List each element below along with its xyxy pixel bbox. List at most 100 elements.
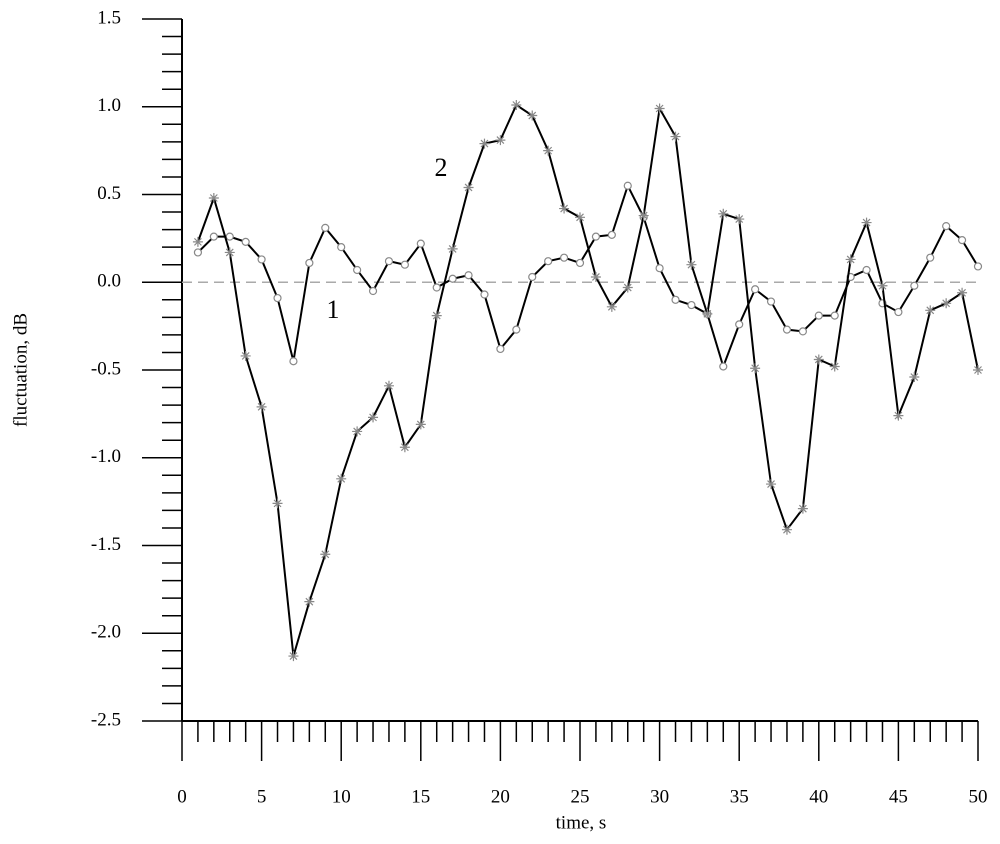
point-marker [941, 298, 952, 309]
x-tick-label: 50 [969, 786, 988, 807]
point-marker [495, 135, 506, 146]
y-tick-label: 0.0 [97, 271, 121, 292]
point-marker [654, 103, 665, 114]
point-marker [830, 311, 839, 320]
y-tick-label: -2.0 [91, 622, 121, 643]
point-marker [336, 473, 347, 484]
point-marker [305, 258, 314, 268]
point-marker [512, 325, 521, 334]
point-marker [321, 223, 330, 232]
annotation: 1 [327, 295, 340, 324]
point-marker [781, 524, 792, 535]
point-marker [368, 286, 378, 296]
point-marker [973, 365, 983, 375]
point-marker [735, 320, 744, 329]
point-marker [511, 99, 522, 110]
point-marker [559, 253, 569, 262]
point-marker [496, 344, 505, 354]
point-marker [448, 274, 457, 283]
point-marker [607, 230, 616, 239]
point-marker [337, 243, 346, 252]
point-marker [702, 308, 713, 319]
x-tick-label: 0 [177, 786, 187, 807]
point-marker [797, 503, 808, 514]
point-marker [447, 243, 458, 254]
y-axis-label: fluctuation, dB [10, 313, 31, 427]
point-marker [256, 401, 267, 412]
point-marker [686, 259, 697, 270]
point-marker [909, 372, 920, 383]
y-tick-label: -1.5 [91, 534, 121, 555]
x-tick-label: 25 [571, 786, 590, 807]
point-marker [241, 237, 250, 246]
point-marker [480, 290, 489, 299]
point-marker [877, 280, 888, 291]
point-marker [751, 285, 760, 294]
point-marker [208, 193, 219, 204]
x-tick-label: 40 [809, 786, 828, 807]
point-marker [543, 145, 554, 156]
point-marker [622, 282, 633, 293]
series-line [196, 103, 979, 657]
point-marker [687, 300, 696, 310]
y-tick-label: 0.5 [97, 183, 121, 204]
point-marker [431, 310, 442, 321]
point-marker [225, 232, 234, 241]
point-marker [257, 255, 266, 264]
point-marker [910, 281, 919, 290]
point-marker [432, 283, 441, 292]
point-marker [384, 257, 394, 266]
point-marker [766, 479, 777, 490]
point-marker [415, 419, 426, 430]
point-marker [463, 182, 474, 193]
point-marker [766, 297, 776, 306]
point-marker [272, 498, 283, 509]
point-marker [829, 361, 840, 372]
point-marker [224, 247, 235, 258]
x-tick-label: 35 [730, 786, 749, 807]
point-marker [209, 232, 218, 241]
point-marker [957, 287, 968, 298]
point-marker [240, 350, 251, 361]
x-axis-label: time, s [556, 812, 607, 833]
point-marker [289, 357, 298, 366]
point-marker [368, 412, 379, 423]
point-marker [813, 354, 824, 365]
point-marker [670, 131, 681, 142]
point-marker [590, 271, 601, 282]
point-marker [782, 325, 792, 334]
point-marker [192, 236, 203, 247]
point-marker [750, 363, 761, 374]
y-tick-label: 1.5 [97, 7, 121, 28]
x-tick-label: 15 [411, 786, 430, 807]
point-marker [671, 295, 680, 304]
point-marker [544, 257, 553, 266]
point-marker [527, 110, 538, 121]
point-marker [353, 265, 362, 275]
point-marker [479, 138, 490, 149]
point-marker [893, 410, 904, 421]
point-marker [861, 217, 872, 228]
point-marker [862, 265, 871, 275]
x-tick-label: 45 [889, 786, 908, 807]
point-marker [926, 253, 935, 262]
annotation: 2 [435, 153, 448, 182]
point-marker [638, 210, 649, 221]
x-tick-label: 10 [332, 786, 351, 807]
point-marker [814, 311, 823, 320]
point-marker [400, 260, 409, 269]
point-marker [655, 264, 664, 273]
point-marker [383, 380, 394, 391]
y-tick-label: 1.0 [97, 95, 121, 116]
point-marker [798, 327, 807, 336]
series-line [197, 183, 979, 370]
point-marker [894, 307, 903, 317]
point-marker [559, 203, 570, 214]
x-tick-label: 5 [257, 786, 267, 807]
point-marker [352, 426, 363, 437]
point-marker [416, 239, 425, 248]
point-marker [399, 442, 410, 453]
point-marker [973, 262, 983, 271]
y-tick-label: -1.0 [91, 446, 121, 467]
